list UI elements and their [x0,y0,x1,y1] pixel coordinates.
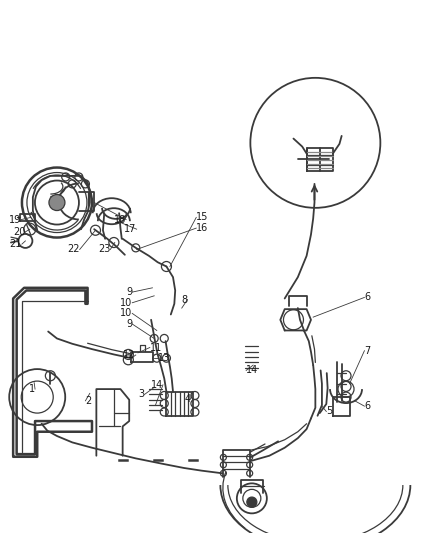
Text: 6: 6 [364,293,371,302]
Text: 5: 5 [326,407,332,416]
Text: 13: 13 [158,353,170,363]
Text: 9: 9 [126,319,132,329]
Text: 20: 20 [13,227,25,237]
Text: 16: 16 [196,223,208,233]
Text: 1: 1 [29,384,35,394]
Text: 9: 9 [126,287,132,297]
Text: 3: 3 [138,390,145,399]
Text: 11: 11 [150,343,162,352]
Text: 14: 14 [151,380,163,390]
Text: 18: 18 [114,215,126,224]
Text: 12: 12 [124,350,136,360]
Text: 14: 14 [246,366,258,375]
Text: 19: 19 [9,215,21,224]
Text: 6: 6 [364,401,371,411]
Text: 8: 8 [181,295,187,304]
Text: 10: 10 [120,309,132,318]
Circle shape [247,497,257,507]
Text: 7: 7 [364,346,371,356]
Text: 2: 2 [85,396,92,406]
Text: 22: 22 [67,245,80,254]
Text: 15: 15 [196,213,208,222]
Text: 10: 10 [120,298,132,308]
Text: 17: 17 [124,224,137,234]
Text: 23: 23 [98,245,110,254]
Circle shape [49,195,65,211]
Text: 21: 21 [10,239,22,249]
Text: 4: 4 [184,394,191,403]
